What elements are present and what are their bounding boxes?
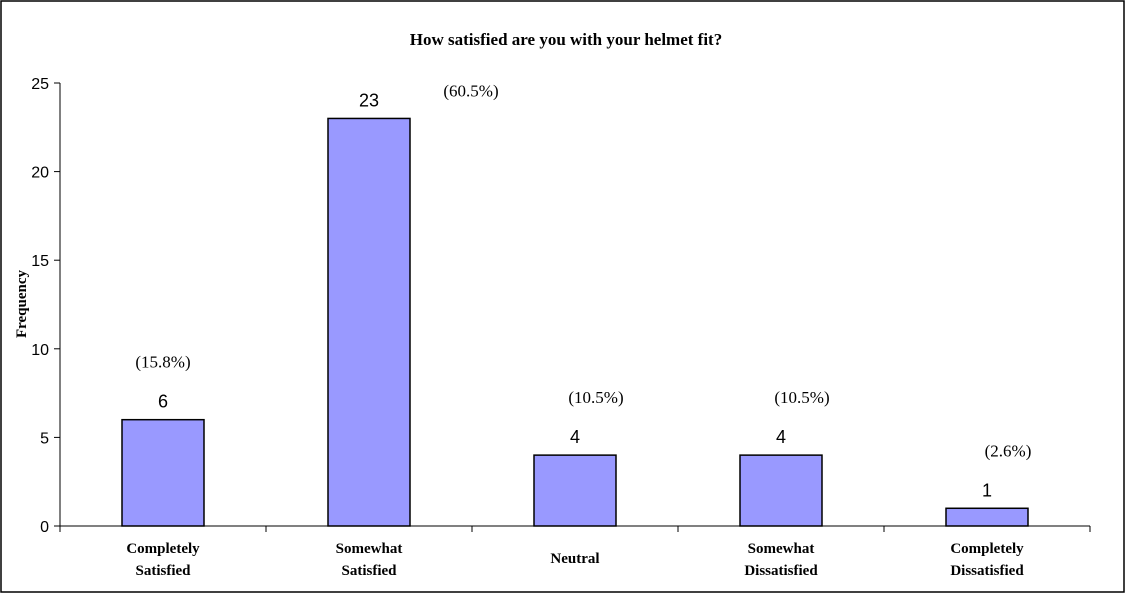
x-category-label: Neutral [550,551,599,567]
bar-percent-label: (15.8%) [135,353,190,372]
bar-percent-label: (10.5%) [774,388,829,407]
bar-value-label: 4 [570,427,580,447]
bar-value-label: 1 [982,480,992,500]
bar [533,454,617,527]
x-category-label: Completely Satisfied [126,541,200,579]
x-axis-ticks: Completely Satisfied Somewhat Satisfied Neut… [59,526,1091,579]
y-axis-ticks: 0 5 10 15 20 25 [31,76,60,536]
bar [945,507,1029,527]
bar [121,418,205,527]
bar-value-label: 4 [776,427,786,447]
x-category-label: Somewhat Dissatisfied [744,541,818,579]
y-tick-label: 15 [31,253,49,270]
y-tick-label: 10 [31,342,49,359]
bar-value-label: 6 [158,392,168,412]
y-tick-label: 20 [31,165,49,182]
y-tick-label: 0 [40,519,49,536]
y-tick-label: 25 [31,76,49,93]
bar [739,454,823,527]
bar-percent-label: (10.5%) [568,388,623,407]
bar-value-label: 23 [359,90,379,110]
bar-percent-label: (60.5%) [443,81,498,100]
y-tick-label: 5 [40,430,49,447]
chart-title: How satisfied are you with your helmet f… [410,30,722,49]
bar-series [121,117,1029,527]
bar-percent-label: (2.6%) [985,441,1032,460]
y-axis-label: Frequency [14,269,30,338]
bar [327,117,411,527]
x-category-label: Completely Dissatisfied [950,541,1024,579]
x-category-label: Somewhat Satisfied [336,541,403,579]
data-labels: 6 (15.8%) 23 (60.5%) 4 (10.5%) 4 (10.5%) 1 (2.6%) [135,81,1031,500]
